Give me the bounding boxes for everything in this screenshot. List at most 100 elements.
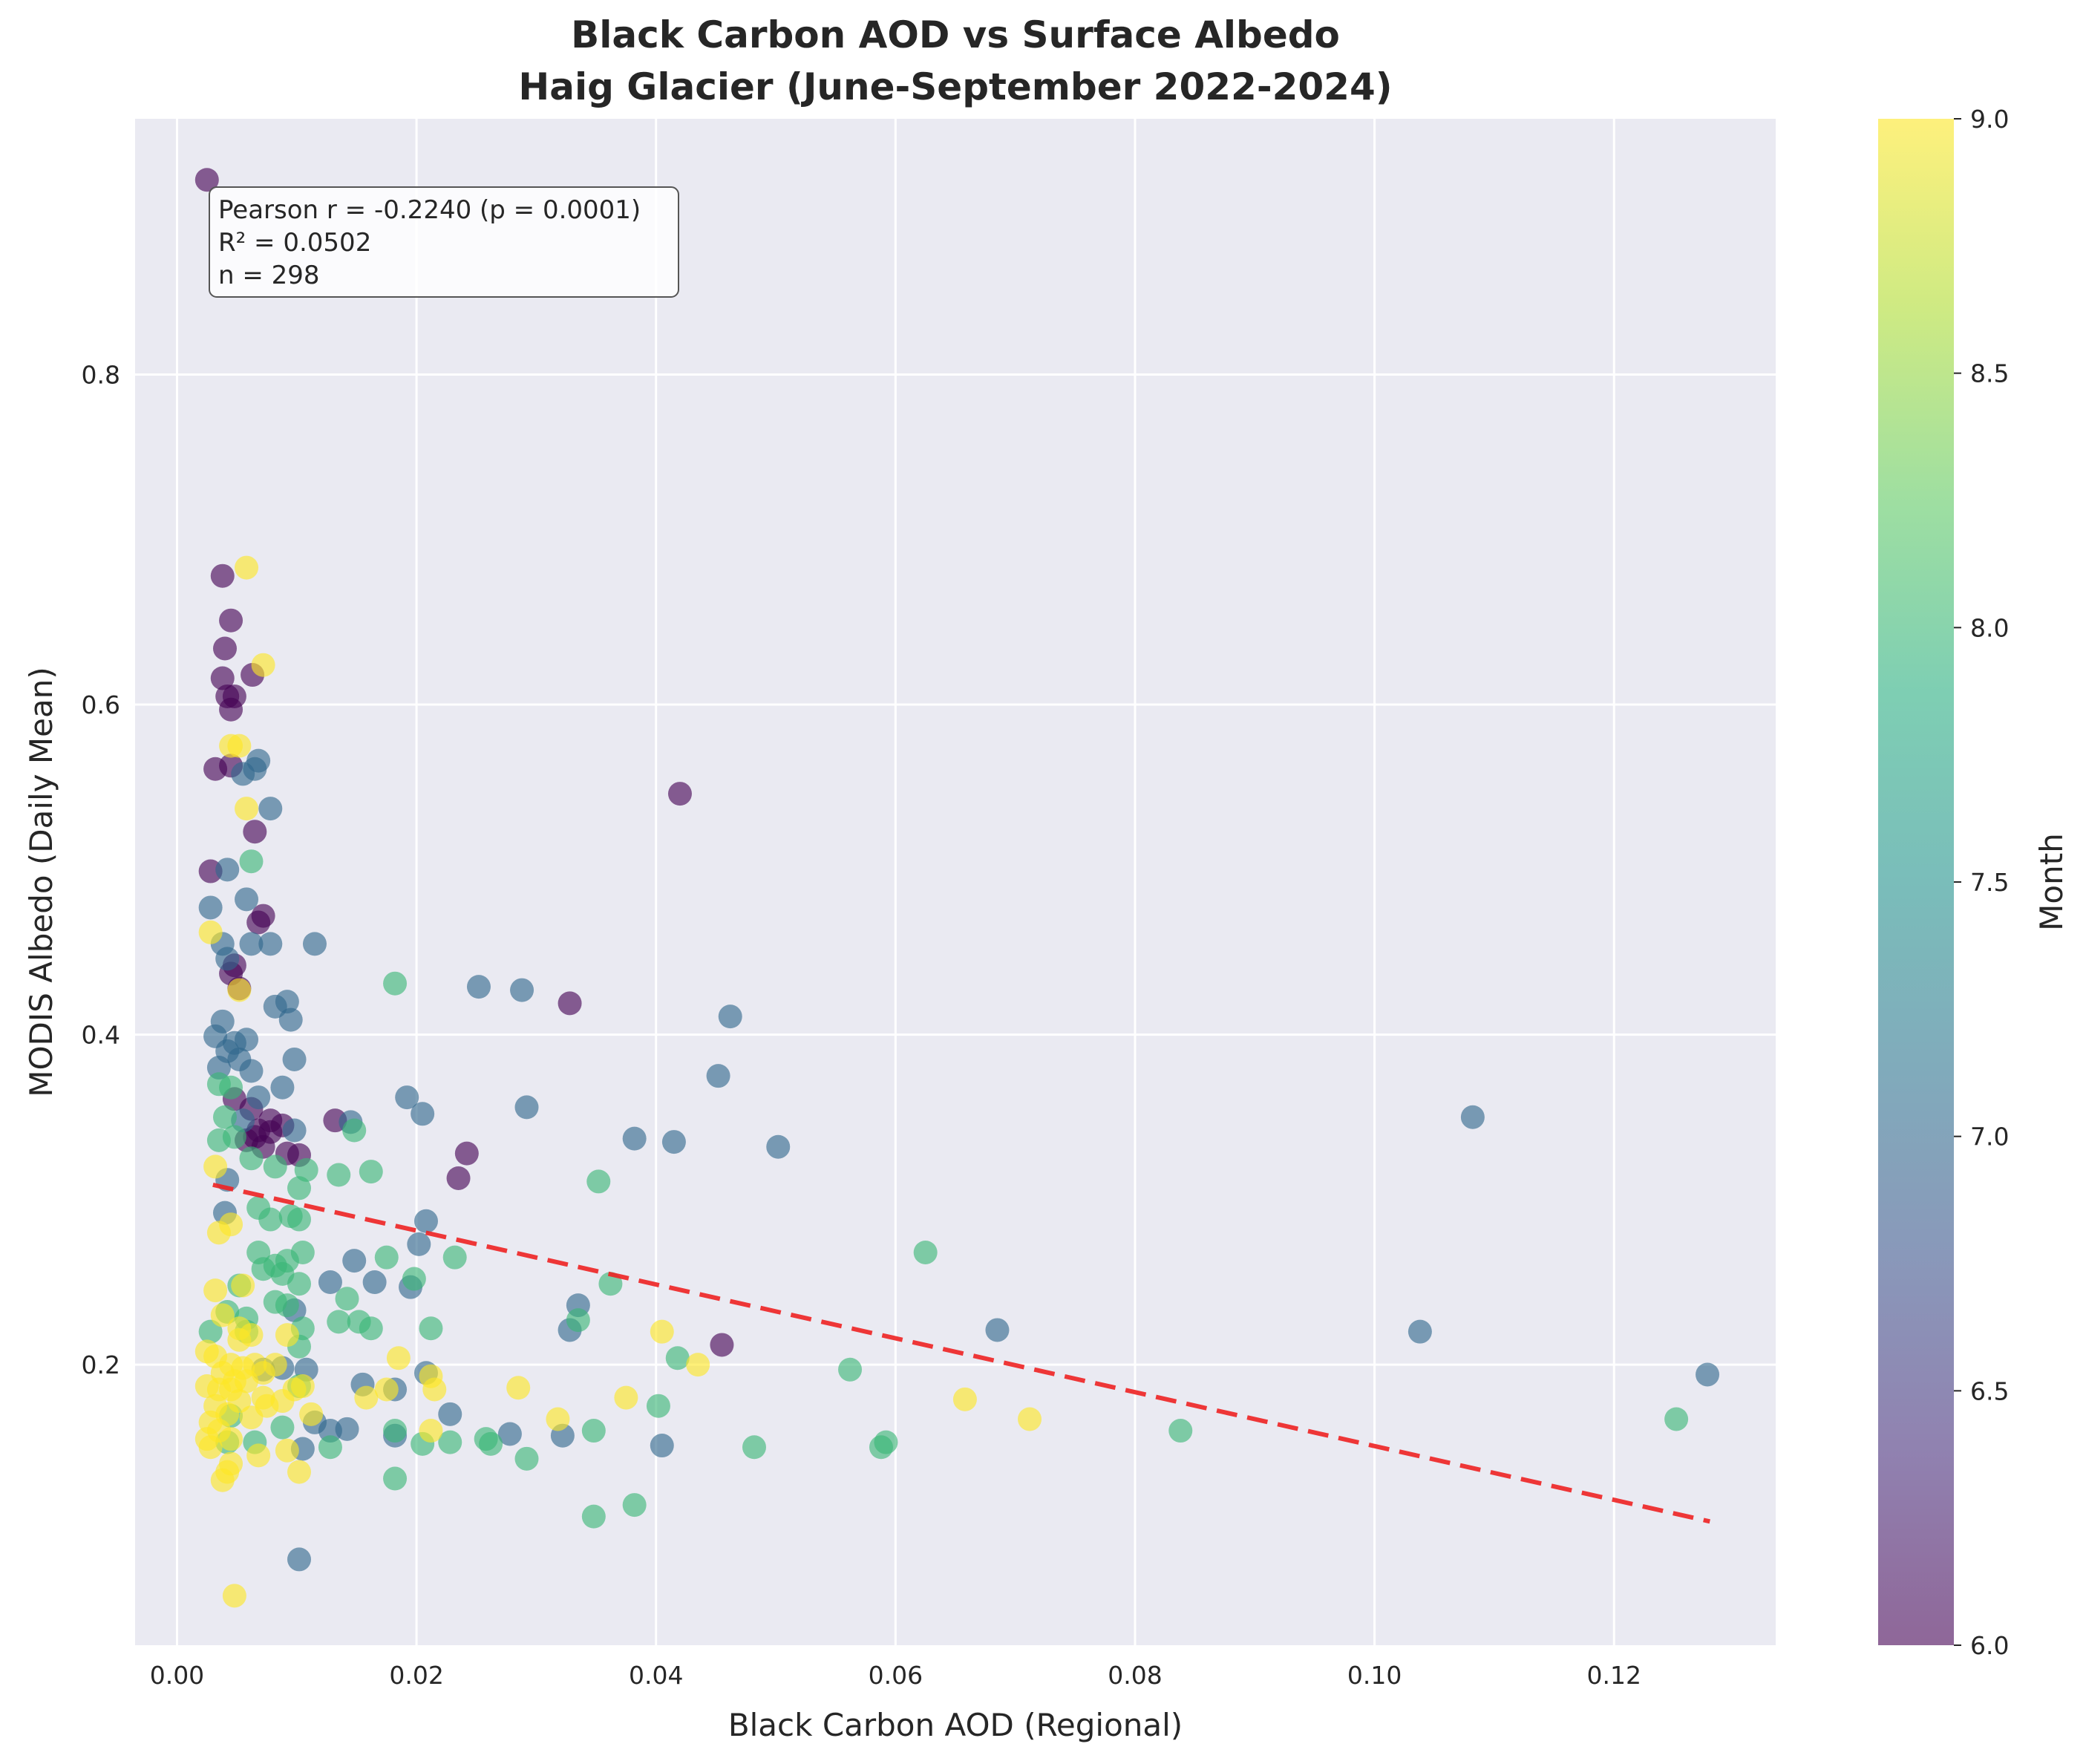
data-point-month-8 [290,1240,315,1264]
colorbar-tick-label: 6.0 [1970,1631,2009,1660]
data-point-month-8 [402,1267,426,1291]
data-point-month-8 [251,1257,275,1281]
data-point-month-7 [282,1047,307,1071]
data-point-month-9 [287,1460,311,1484]
data-point-month-9 [614,1385,638,1410]
data-point-month-7 [650,1434,674,1458]
data-point-month-9 [235,555,259,580]
data-point-month-8 [383,971,408,996]
data-point-month-8 [913,1240,938,1264]
data-point-month-9 [255,1394,279,1418]
y-axis-label: MODIS Albedo (Daily Mean) [23,667,59,1097]
data-point-month-9 [206,1221,231,1245]
data-point-month-8 [479,1431,503,1456]
data-point-month-7 [206,1056,231,1080]
data-point-month-7 [231,762,255,786]
data-point-month-9 [222,1584,246,1608]
data-point-month-8 [287,1207,311,1232]
data-point-month-7 [514,1095,539,1120]
data-point-month-8 [838,1357,863,1382]
x-axis-ticks: 0.00 0.02 0.04 0.06 0.08 0.10 0.12 [150,1661,1641,1690]
y-tick-label: 0.8 [82,361,120,390]
data-point-month-7 [239,1059,264,1083]
data-point-month-9 [650,1319,674,1344]
chart-title-line1: Black Carbon AOD vs Surface Albedo [571,13,1340,56]
data-point-month-9 [203,1278,228,1303]
stats-n: n = 298 [218,261,320,290]
trend-line [212,1182,1710,1524]
colorbar-ticks: 6.0 6.5 7.0 7.5 8.0 8.5 9.0 [1954,105,2009,1660]
data-point-month-7 [718,1004,742,1029]
data-point-month-9 [235,1369,259,1394]
chart-title-line2: Haig Glacier (June-September 2022-2024) [518,65,1392,108]
data-point-month-8 [586,1169,611,1194]
data-point-month-8 [374,1245,399,1270]
stats-pearson: Pearson r = -0.2240 (p = 0.0001) [218,195,641,225]
data-point-month-8 [198,1319,223,1344]
data-point-month-6 [210,564,235,588]
plot-area [135,119,1776,1645]
data-point-month-7 [258,797,283,821]
data-point-month-8 [359,1316,383,1341]
data-point-month-7 [278,1007,303,1032]
data-point-month-8 [327,1310,351,1334]
data-point-month-7 [661,1130,686,1154]
colorbar-tick-label: 9.0 [1970,105,2009,134]
data-point-month-7 [246,1085,271,1110]
data-point-month-7 [438,1402,462,1426]
data-point-month-6 [246,910,271,935]
y-tick-label: 0.6 [82,690,120,719]
data-point-month-7 [497,1422,522,1446]
data-point-month-8 [874,1430,898,1454]
data-point-month-8 [206,1128,231,1152]
colorbar-tick-label: 7.5 [1970,868,2009,897]
data-point-month-7 [318,1270,342,1295]
data-point-month-8 [566,1308,590,1333]
data-point-month-8 [239,1146,264,1171]
colorbar-tick-label: 6.5 [1970,1376,2009,1405]
data-point-month-6 [219,697,243,722]
data-point-month-6 [667,782,692,806]
data-point-month-7 [270,1075,295,1100]
data-point-month-8 [1168,1419,1193,1443]
data-point-month-7 [766,1134,791,1159]
data-point-month-7 [510,978,534,1002]
data-point-month-8 [419,1316,443,1341]
data-point-month-9 [246,1443,271,1468]
data-point-month-7 [622,1126,647,1151]
y-axis-ticks: 0.2 0.4 0.6 0.8 [82,361,120,1380]
data-point-month-9 [210,1303,235,1327]
x-axis-label: Black Carbon AOD (Regional) [728,1707,1183,1743]
data-point-month-9 [422,1377,447,1402]
data-point-month-8 [294,1157,318,1182]
data-point-month-9 [194,1374,219,1399]
data-point-month-6 [219,608,243,633]
data-point-month-9 [1018,1407,1042,1431]
colorbar-tick-label: 8.0 [1970,613,2009,642]
data-point-month-9 [275,1438,299,1463]
data-point-month-8 [318,1435,342,1460]
data-point-month-6 [212,636,237,661]
data-point-month-9 [263,1353,287,1377]
data-point-month-7 [275,990,299,1014]
data-point-month-8 [742,1435,766,1460]
data-point-month-9 [686,1353,710,1377]
data-point-month-7 [395,1085,419,1110]
data-point-month-6 [454,1141,479,1166]
data-point-month-7 [411,1102,435,1126]
data-point-month-8 [212,1105,237,1129]
data-point-month-7 [407,1232,431,1256]
colorbar: 6.0 6.5 7.0 7.5 8.0 8.5 9.0 Month [1878,105,2070,1660]
stats-r-squared: R² = 0.0502 [218,228,371,258]
data-point-month-6 [710,1333,734,1357]
data-point-month-6 [258,1120,283,1144]
data-point-month-6 [210,666,235,690]
data-point-month-9 [210,1468,235,1492]
data-point-month-9 [506,1376,531,1400]
stats-box: Pearson r = -0.2240 (p = 0.0001) R² = 0.… [209,186,679,298]
data-point-month-7 [235,887,259,912]
data-point-month-8 [438,1430,462,1454]
x-tick-label: 0.10 [1347,1661,1402,1690]
data-point-month-9 [299,1402,324,1426]
y-tick-label: 0.4 [82,1021,120,1050]
